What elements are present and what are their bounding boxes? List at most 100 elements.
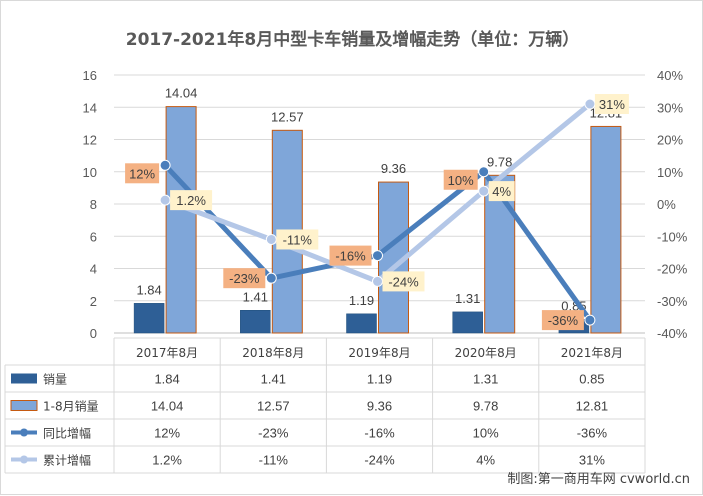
legend-series-name: 同比增幅	[43, 426, 91, 441]
point-yoy-growth	[584, 314, 596, 326]
point-cumulative-growth	[265, 233, 277, 245]
bar-monthly-sales	[240, 310, 271, 334]
table-cell-value: 1.84	[154, 372, 179, 387]
cumulative-badge-label: 4%	[492, 184, 511, 199]
cumulative-badge	[382, 271, 425, 292]
bar-monthly-sales	[452, 311, 483, 334]
point-yoy-growth	[372, 250, 383, 262]
table-cell-value: 12.81	[576, 399, 609, 414]
y-right-tick-label: -30%	[657, 294, 688, 309]
bar-cumulative-value-label: 14.04	[165, 86, 198, 101]
yoy-badge	[125, 163, 160, 184]
legend-swatch-marker	[20, 428, 28, 437]
table-cell-value: 1.31	[473, 372, 498, 387]
table-cell-value: 31%	[579, 453, 605, 468]
cumulative-badge	[276, 229, 319, 250]
y-right-tick-label: 40%	[657, 68, 683, 83]
legend-swatch-bar	[10, 400, 38, 411]
yoy-badge	[329, 245, 372, 266]
category-label: 2018年8月	[242, 346, 304, 360]
yoy-badge-label: -23%	[229, 271, 260, 286]
table-cell-value: -36%	[577, 426, 608, 441]
cumulative-badge-label: -24%	[388, 274, 419, 289]
yoy-badge-label: 10%	[448, 173, 474, 188]
legend-series-name: 累计增幅	[43, 453, 91, 468]
table-cell-value: -23%	[258, 426, 289, 441]
y-right-tick-label: -40%	[657, 326, 688, 341]
table-cell-value: 12%	[154, 426, 180, 441]
category-label: 2019年8月	[348, 346, 410, 360]
table-cell-value: 14.04	[151, 399, 184, 414]
category-label: 2021年8月	[561, 346, 623, 360]
chart-title: 2017-2021年8月中型卡车销量及增幅走势（单位：万辆）	[125, 30, 580, 50]
point-yoy-growth	[265, 272, 277, 284]
table-cell-value: 9.78	[473, 399, 498, 414]
table-cell-value: 0.85	[579, 372, 604, 387]
yoy-badge-label: -36%	[548, 313, 579, 328]
yoy-badge-label: 12%	[129, 166, 155, 181]
y-left-tick-label: 12	[83, 133, 97, 148]
bar-cumulative-sales	[165, 106, 197, 334]
y-left-tick-label: 0	[90, 326, 97, 341]
table-cell-value: 12.57	[257, 399, 290, 414]
yoy-badge	[443, 169, 478, 190]
table-cell-value: -24%	[364, 453, 395, 468]
y-right-tick-label: 30%	[657, 100, 683, 115]
point-cumulative-growth	[478, 185, 490, 197]
point-cumulative-growth	[159, 194, 171, 206]
legend-swatch-marker	[20, 455, 28, 464]
bar-cumulative-value-label: 9.36	[381, 161, 406, 176]
cumulative-badge	[488, 181, 515, 202]
y-left-tick-label: 8	[90, 197, 97, 212]
legend-series-name: 销量	[43, 373, 67, 387]
cumulative-badge-label: -11%	[283, 232, 313, 247]
category-label: 2020年8月	[455, 346, 517, 360]
table-cell-value: 10%	[473, 426, 499, 441]
legend-series-name: 1-8月销量	[43, 400, 99, 414]
cumulative-badge-label: 31%	[599, 97, 625, 112]
y-right-tick-label: -10%	[657, 229, 688, 244]
category-label: 2017年8月	[136, 346, 198, 360]
bar-monthly-value-label: 1.31	[455, 291, 480, 306]
point-cumulative-growth	[584, 98, 596, 110]
credit-text: 制图:第一商用车网 cvworld.cn	[507, 472, 690, 487]
y-right-tick-label: 20%	[657, 133, 683, 148]
bar-cumulative-value-label: 9.78	[487, 154, 512, 169]
cumulative-badge-label: 1.2%	[176, 193, 206, 208]
yoy-badge	[223, 268, 266, 289]
bar-monthly-value-label: 1.41	[243, 289, 268, 304]
point-cumulative-growth	[372, 275, 383, 287]
yoy-badge-label: -16%	[335, 249, 366, 264]
bar-cumulative-value-label: 12.57	[271, 109, 304, 124]
table-cell-value: 1.2%	[152, 453, 182, 468]
table-cell-value: 4%	[476, 453, 495, 468]
point-yoy-growth	[478, 166, 490, 178]
bar-monthly-value-label: 1.84	[136, 282, 161, 297]
point-yoy-growth	[159, 159, 171, 171]
cumulative-badge	[170, 190, 213, 211]
y-right-tick-label: -20%	[657, 262, 688, 277]
table-cell-value: 1.19	[367, 372, 392, 387]
bar-monthly-value-label: 1.19	[349, 293, 374, 308]
y-right-tick-label: 10%	[657, 165, 683, 180]
table-cell-value: -16%	[364, 426, 395, 441]
y-left-tick-label: 6	[90, 229, 97, 244]
cumulative-badge	[594, 94, 629, 115]
y-left-tick-label: 16	[83, 68, 97, 83]
y-left-tick-label: 2	[90, 294, 97, 309]
bar-cumulative-sales	[484, 174, 516, 334]
y-left-tick-label: 10	[83, 165, 97, 180]
bar-monthly-sales	[346, 313, 377, 334]
y-left-tick-label: 4	[90, 262, 97, 277]
y-left-tick-label: 14	[83, 100, 97, 115]
table-cell-value: 9.36	[367, 399, 392, 414]
table-cell-value: 1.41	[261, 372, 286, 387]
table-cell-value: -11%	[259, 453, 289, 468]
bar-cumulative-sales	[590, 125, 622, 334]
yoy-badge	[541, 310, 584, 331]
legend-swatch-bar	[11, 373, 37, 384]
line-yoy-growth	[162, 162, 593, 323]
bar-monthly-sales	[133, 303, 165, 334]
